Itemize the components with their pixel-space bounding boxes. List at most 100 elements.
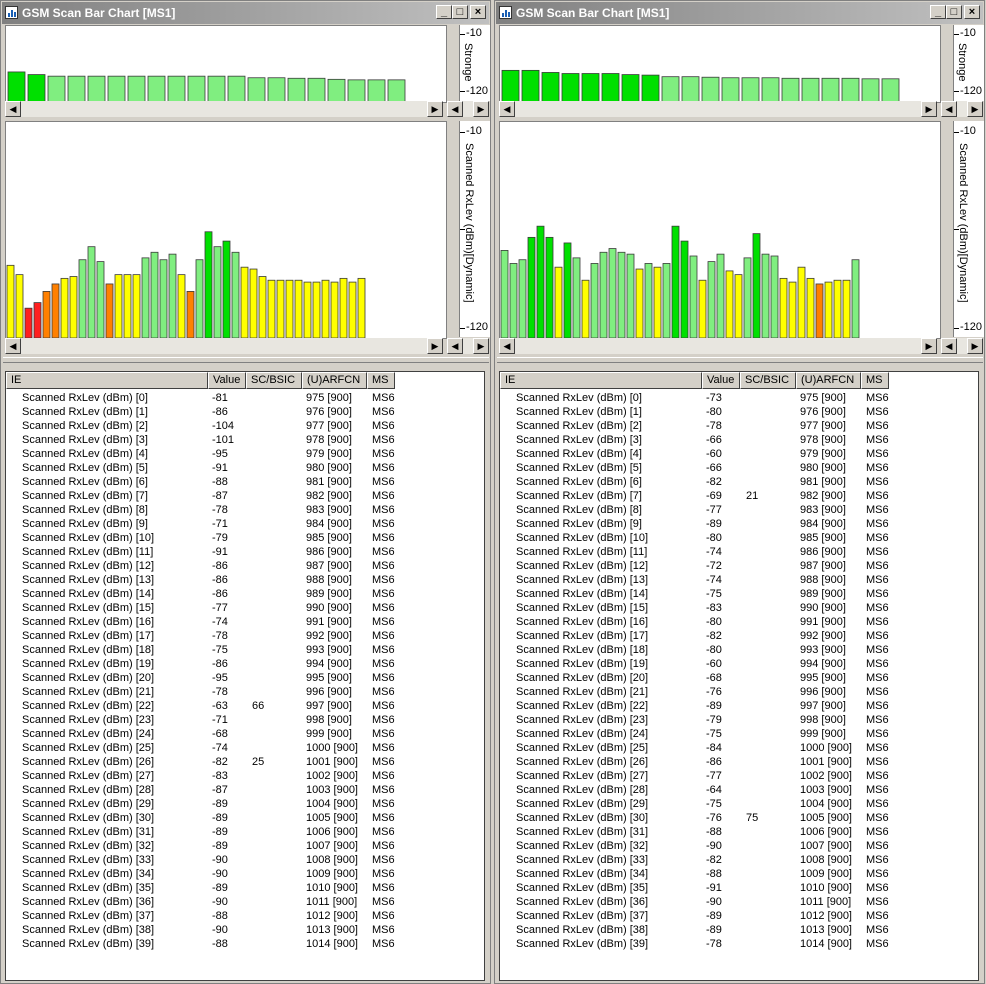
table-row[interactable]: Scanned RxLev (dBm) [5] -66 980 [900] MS6 bbox=[500, 461, 976, 475]
arrow-right-icon[interactable]: ▶ bbox=[967, 338, 983, 354]
table-row[interactable]: Scanned RxLev (dBm) [1] -80 976 [900] MS6 bbox=[500, 405, 976, 419]
table-row[interactable]: Scanned RxLev (dBm) [21] -76 996 [900] MS6 bbox=[500, 685, 976, 699]
title-bar[interactable]: GSM Scan Bar Chart [MS1] _ □ × bbox=[2, 2, 489, 24]
arrow-right-icon[interactable]: ▶ bbox=[427, 101, 443, 117]
close-button[interactable]: × bbox=[470, 5, 486, 19]
table-row[interactable]: Scanned RxLev (dBm) [36] -90 1011 [900] MS6 bbox=[500, 895, 976, 909]
table-row[interactable]: Scanned RxLev (dBm) [19] -60 994 [900] MS6 bbox=[500, 657, 976, 671]
table-row[interactable]: Scanned RxLev (dBm) [30] -76 75 1005 [900] M… bbox=[500, 811, 976, 825]
table-row[interactable]: Scanned RxLev (dBm) [9] -71 984 [900] MS6 bbox=[6, 517, 482, 531]
scanned-hscroll[interactable]: ◀ ▶ bbox=[5, 338, 443, 354]
arrow-left-icon[interactable]: ◀ bbox=[941, 101, 957, 117]
table-row[interactable]: Scanned RxLev (dBm) [19] -86 994 [900] MS6 bbox=[6, 657, 482, 671]
table-row[interactable]: Scanned RxLev (dBm) [34] -88 1009 [900] MS6 bbox=[500, 867, 976, 881]
arrow-right-icon[interactable]: ▶ bbox=[921, 338, 937, 354]
table-row[interactable]: Scanned RxLev (dBm) [31] -88 1006 [900] MS6 bbox=[500, 825, 976, 839]
table-row[interactable]: Scanned RxLev (dBm) [25] -84 1000 [900] MS6 bbox=[500, 741, 976, 755]
table-row[interactable]: Scanned RxLev (dBm) [29] -89 1004 [900] MS6 bbox=[6, 797, 482, 811]
table-row[interactable]: Scanned RxLev (dBm) [6] -88 981 [900] MS6 bbox=[6, 475, 482, 489]
column-header-ie[interactable]: IE bbox=[6, 372, 208, 389]
pane-splitter[interactable] bbox=[3, 357, 489, 363]
table-row[interactable]: Scanned RxLev (dBm) [13] -74 988 [900] MS6 bbox=[500, 573, 976, 587]
column-header-arfcn[interactable]: (U)ARFCN bbox=[302, 372, 367, 389]
arrow-left-icon[interactable]: ◀ bbox=[5, 101, 21, 117]
arrow-right-icon[interactable]: ▶ bbox=[967, 101, 983, 117]
column-header-ie[interactable]: IE bbox=[500, 372, 702, 389]
maximize-button[interactable]: □ bbox=[452, 5, 468, 19]
table-row[interactable]: Scanned RxLev (dBm) [37] -89 1012 [900] MS6 bbox=[500, 909, 976, 923]
arrow-left-icon[interactable]: ◀ bbox=[941, 338, 957, 354]
column-header-arfcn[interactable]: (U)ARFCN bbox=[796, 372, 861, 389]
table-row[interactable]: Scanned RxLev (dBm) [27] -77 1002 [900] MS6 bbox=[500, 769, 976, 783]
table-row[interactable]: Scanned RxLev (dBm) [39] -78 1014 [900] MS6 bbox=[500, 937, 976, 951]
table-row[interactable]: Scanned RxLev (dBm) [22] -63 66 997 [900] MS… bbox=[6, 699, 482, 713]
table-row[interactable]: Scanned RxLev (dBm) [8] -77 983 [900] MS6 bbox=[500, 503, 976, 517]
column-header-ms[interactable]: MS bbox=[367, 372, 395, 389]
table-row[interactable]: Scanned RxLev (dBm) [7] -87 982 [900] MS6 bbox=[6, 489, 482, 503]
table-row[interactable]: Scanned RxLev (dBm) [25] -74 1000 [900] MS6 bbox=[6, 741, 482, 755]
axis-hscroll[interactable]: ◀ ▶ bbox=[447, 338, 489, 354]
table-row[interactable]: Scanned RxLev (dBm) [31] -89 1006 [900] MS6 bbox=[6, 825, 482, 839]
close-button[interactable]: × bbox=[964, 5, 980, 19]
arrow-right-icon[interactable]: ▶ bbox=[473, 338, 489, 354]
table-row[interactable]: Scanned RxLev (dBm) [2] -78 977 [900] MS6 bbox=[500, 419, 976, 433]
table-row[interactable]: Scanned RxLev (dBm) [20] -95 995 [900] MS6 bbox=[6, 671, 482, 685]
table-row[interactable]: Scanned RxLev (dBm) [37] -88 1012 [900] MS6 bbox=[6, 909, 482, 923]
arrow-left-icon[interactable]: ◀ bbox=[447, 338, 463, 354]
table-row[interactable]: Scanned RxLev (dBm) [33] -90 1008 [900] MS6 bbox=[6, 853, 482, 867]
table-row[interactable]: Scanned RxLev (dBm) [29] -75 1004 [900] MS6 bbox=[500, 797, 976, 811]
axis-hscroll[interactable]: ◀ ▶ bbox=[941, 338, 983, 354]
table-row[interactable]: Scanned RxLev (dBm) [28] -87 1003 [900] MS6 bbox=[6, 783, 482, 797]
table-row[interactable]: Scanned RxLev (dBm) [0] -81 975 [900] MS6 bbox=[6, 391, 482, 405]
table-row[interactable]: Scanned RxLev (dBm) [16] -74 991 [900] MS6 bbox=[6, 615, 482, 629]
table-row[interactable]: Scanned RxLev (dBm) [35] -91 1010 [900] MS6 bbox=[500, 881, 976, 895]
table-row[interactable]: Scanned RxLev (dBm) [23] -71 998 [900] MS6 bbox=[6, 713, 482, 727]
table-row[interactable]: Scanned RxLev (dBm) [12] -72 987 [900] MS6 bbox=[500, 559, 976, 573]
column-header-value[interactable]: Value bbox=[702, 372, 740, 389]
table-row[interactable]: Scanned RxLev (dBm) [3] -101 978 [900] MS6 bbox=[6, 433, 482, 447]
table-row[interactable]: Scanned RxLev (dBm) [30] -89 1005 [900] MS6 bbox=[6, 811, 482, 825]
minimize-button[interactable]: _ bbox=[930, 5, 946, 19]
table-row[interactable]: Scanned RxLev (dBm) [39] -88 1014 [900] MS6 bbox=[6, 937, 482, 951]
table-row[interactable]: Scanned RxLev (dBm) [14] -86 989 [900] MS6 bbox=[6, 587, 482, 601]
minimize-button[interactable]: _ bbox=[436, 5, 452, 19]
table-row[interactable]: Scanned RxLev (dBm) [17] -78 992 [900] MS6 bbox=[6, 629, 482, 643]
table-row[interactable]: Scanned RxLev (dBm) [24] -68 999 [900] MS6 bbox=[6, 727, 482, 741]
table-row[interactable]: Scanned RxLev (dBm) [32] -89 1007 [900] MS6 bbox=[6, 839, 482, 853]
table-row[interactable]: Scanned RxLev (dBm) [20] -68 995 [900] MS6 bbox=[500, 671, 976, 685]
table-row[interactable]: Scanned RxLev (dBm) [9] -89 984 [900] MS6 bbox=[500, 517, 976, 531]
table-row[interactable]: Scanned RxLev (dBm) [13] -86 988 [900] MS6 bbox=[6, 573, 482, 587]
table-row[interactable]: Scanned RxLev (dBm) [22] -89 997 [900] MS6 bbox=[500, 699, 976, 713]
table-row[interactable]: Scanned RxLev (dBm) [18] -80 993 [900] MS6 bbox=[500, 643, 976, 657]
table-row[interactable]: Scanned RxLev (dBm) [21] -78 996 [900] MS6 bbox=[6, 685, 482, 699]
table-row[interactable]: Scanned RxLev (dBm) [12] -86 987 [900] MS6 bbox=[6, 559, 482, 573]
axis-hscroll[interactable]: ◀ ▶ bbox=[447, 101, 489, 117]
table-row[interactable]: Scanned RxLev (dBm) [7] -69 21 982 [900] MS6 bbox=[500, 489, 976, 503]
column-header-sc-bsic[interactable]: SC/BSIC bbox=[246, 372, 302, 389]
table-row[interactable]: Scanned RxLev (dBm) [11] -74 986 [900] MS6 bbox=[500, 545, 976, 559]
table-row[interactable]: Scanned RxLev (dBm) [10] -79 985 [900] MS6 bbox=[6, 531, 482, 545]
maximize-button[interactable]: □ bbox=[946, 5, 962, 19]
table-row[interactable]: Scanned RxLev (dBm) [32] -90 1007 [900] MS6 bbox=[500, 839, 976, 853]
table-row[interactable]: Scanned RxLev (dBm) [34] -90 1009 [900] MS6 bbox=[6, 867, 482, 881]
arrow-left-icon[interactable]: ◀ bbox=[499, 338, 515, 354]
strongest-hscroll[interactable]: ◀ ▶ bbox=[499, 101, 937, 117]
table-row[interactable]: Scanned RxLev (dBm) [4] -60 979 [900] MS6 bbox=[500, 447, 976, 461]
arrow-right-icon[interactable]: ▶ bbox=[473, 101, 489, 117]
table-row[interactable]: Scanned RxLev (dBm) [14] -75 989 [900] MS6 bbox=[500, 587, 976, 601]
table-row[interactable]: Scanned RxLev (dBm) [23] -79 998 [900] MS6 bbox=[500, 713, 976, 727]
table-row[interactable]: Scanned RxLev (dBm) [10] -80 985 [900] MS6 bbox=[500, 531, 976, 545]
table-row[interactable]: Scanned RxLev (dBm) [3] -66 978 [900] MS6 bbox=[500, 433, 976, 447]
pane-splitter[interactable] bbox=[497, 357, 983, 363]
table-row[interactable]: Scanned RxLev (dBm) [15] -83 990 [900] MS6 bbox=[500, 601, 976, 615]
table-row[interactable]: Scanned RxLev (dBm) [35] -89 1010 [900] MS6 bbox=[6, 881, 482, 895]
column-header-sc-bsic[interactable]: SC/BSIC bbox=[740, 372, 796, 389]
table-row[interactable]: Scanned RxLev (dBm) [33] -82 1008 [900] MS6 bbox=[500, 853, 976, 867]
column-header-value[interactable]: Value bbox=[208, 372, 246, 389]
table-row[interactable]: Scanned RxLev (dBm) [38] -89 1013 [900] MS6 bbox=[500, 923, 976, 937]
table-row[interactable]: Scanned RxLev (dBm) [5] -91 980 [900] MS6 bbox=[6, 461, 482, 475]
arrow-right-icon[interactable]: ▶ bbox=[427, 338, 443, 354]
table-row[interactable]: Scanned RxLev (dBm) [17] -82 992 [900] MS6 bbox=[500, 629, 976, 643]
table-row[interactable]: Scanned RxLev (dBm) [24] -75 999 [900] MS6 bbox=[500, 727, 976, 741]
arrow-left-icon[interactable]: ◀ bbox=[447, 101, 463, 117]
